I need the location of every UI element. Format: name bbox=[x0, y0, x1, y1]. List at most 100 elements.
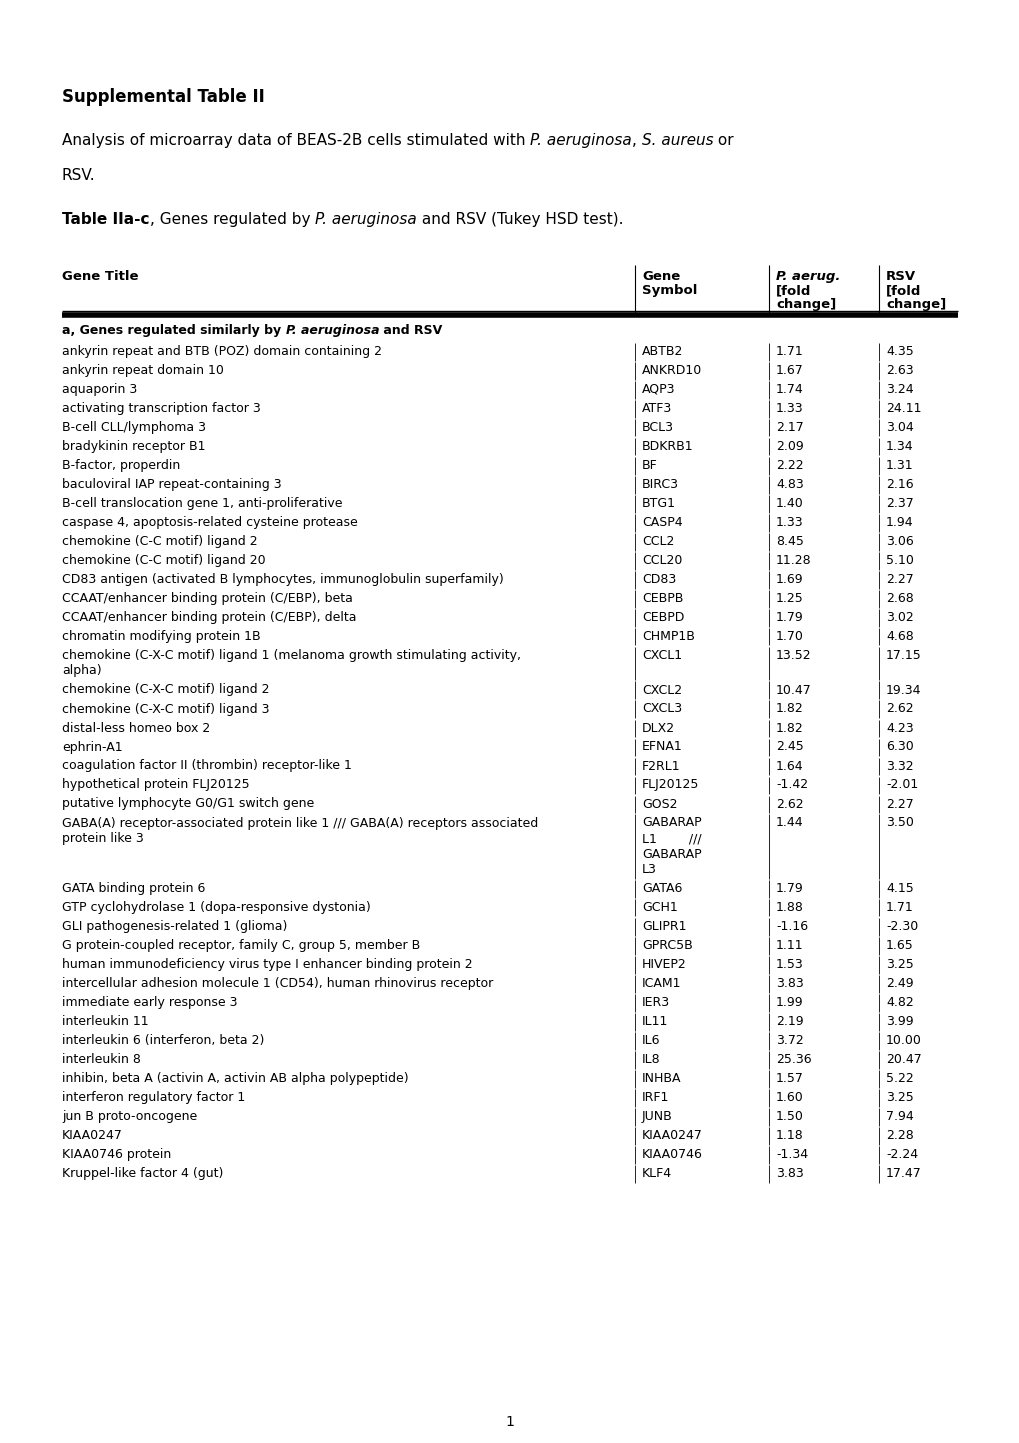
Text: 2.68: 2.68 bbox=[886, 592, 913, 605]
Text: 1.82: 1.82 bbox=[775, 703, 803, 716]
Text: 1.99: 1.99 bbox=[775, 996, 803, 1009]
Text: 4.35: 4.35 bbox=[886, 345, 913, 358]
Text: chemokine (C-X-C motif) ligand 1 (melanoma growth stimulating activity,: chemokine (C-X-C motif) ligand 1 (melano… bbox=[62, 649, 521, 662]
Text: GATA6: GATA6 bbox=[641, 882, 682, 895]
Text: 2.16: 2.16 bbox=[886, 478, 913, 491]
Text: 1.53: 1.53 bbox=[775, 958, 803, 971]
Text: interleukin 6 (interferon, beta 2): interleukin 6 (interferon, beta 2) bbox=[62, 1035, 264, 1048]
Text: distal-less homeo box 2: distal-less homeo box 2 bbox=[62, 722, 210, 734]
Text: Kruppel-like factor 4 (gut): Kruppel-like factor 4 (gut) bbox=[62, 1167, 223, 1180]
Text: 1.74: 1.74 bbox=[775, 382, 803, 395]
Text: coagulation factor II (thrombin) receptor-like 1: coagulation factor II (thrombin) recepto… bbox=[62, 759, 352, 772]
Text: Analysis of microarray data of BEAS-2B cells stimulated with: Analysis of microarray data of BEAS-2B c… bbox=[62, 133, 530, 149]
Text: RSV.: RSV. bbox=[62, 167, 96, 183]
Text: 3.50: 3.50 bbox=[886, 817, 913, 830]
Text: CEBPD: CEBPD bbox=[641, 610, 684, 623]
Text: ABTB2: ABTB2 bbox=[641, 345, 683, 358]
Text: 1.64: 1.64 bbox=[775, 759, 803, 772]
Text: hypothetical protein FLJ20125: hypothetical protein FLJ20125 bbox=[62, 779, 250, 792]
Text: B-factor, properdin: B-factor, properdin bbox=[62, 459, 180, 472]
Text: 1.94: 1.94 bbox=[886, 517, 913, 530]
Text: JUNB: JUNB bbox=[641, 1110, 673, 1123]
Text: -1.34: -1.34 bbox=[775, 1149, 807, 1162]
Text: 24.11: 24.11 bbox=[886, 403, 920, 416]
Text: 3.06: 3.06 bbox=[886, 535, 913, 548]
Text: 4.23: 4.23 bbox=[886, 722, 913, 734]
Text: RSV: RSV bbox=[886, 270, 915, 283]
Text: HIVEP2: HIVEP2 bbox=[641, 958, 686, 971]
Text: -2.01: -2.01 bbox=[886, 779, 917, 792]
Text: ANKRD10: ANKRD10 bbox=[641, 364, 701, 377]
Text: 1.70: 1.70 bbox=[775, 631, 803, 644]
Text: 5.10: 5.10 bbox=[886, 554, 913, 567]
Text: ATF3: ATF3 bbox=[641, 403, 672, 416]
Text: KIAA0247: KIAA0247 bbox=[641, 1128, 702, 1141]
Text: 3.25: 3.25 bbox=[886, 958, 913, 971]
Text: AQP3: AQP3 bbox=[641, 382, 675, 395]
Text: Table IIa-c: Table IIa-c bbox=[62, 212, 150, 227]
Text: CCL2: CCL2 bbox=[641, 535, 674, 548]
Text: 3.25: 3.25 bbox=[886, 1091, 913, 1104]
Text: ,: , bbox=[632, 133, 641, 149]
Text: 1.57: 1.57 bbox=[775, 1072, 803, 1085]
Text: 1.50: 1.50 bbox=[775, 1110, 803, 1123]
Text: L1        ///: L1 /// bbox=[641, 833, 701, 846]
Text: 3.24: 3.24 bbox=[886, 382, 913, 395]
Text: 2.62: 2.62 bbox=[886, 703, 913, 716]
Text: alpha): alpha) bbox=[62, 664, 102, 678]
Text: F2RL1: F2RL1 bbox=[641, 759, 680, 772]
Text: caspase 4, apoptosis-related cysteine protease: caspase 4, apoptosis-related cysteine pr… bbox=[62, 517, 358, 530]
Text: a, Genes regulated similarly by: a, Genes regulated similarly by bbox=[62, 325, 285, 338]
Text: or: or bbox=[713, 133, 734, 149]
Text: chemokine (C-C motif) ligand 2: chemokine (C-C motif) ligand 2 bbox=[62, 535, 258, 548]
Text: 17.15: 17.15 bbox=[886, 649, 921, 662]
Text: B-cell translocation gene 1, anti-proliferative: B-cell translocation gene 1, anti-prolif… bbox=[62, 496, 342, 509]
Text: GCH1: GCH1 bbox=[641, 900, 677, 913]
Text: P. aeruginosa: P. aeruginosa bbox=[315, 212, 416, 227]
Text: 4.82: 4.82 bbox=[886, 996, 913, 1009]
Text: BF: BF bbox=[641, 459, 657, 472]
Text: IRF1: IRF1 bbox=[641, 1091, 668, 1104]
Text: Symbol: Symbol bbox=[641, 284, 697, 297]
Text: P. aerug.: P. aerug. bbox=[775, 270, 840, 283]
Text: IER3: IER3 bbox=[641, 996, 669, 1009]
Text: GABA(A) receptor-associated protein like 1 /// GABA(A) receptors associated: GABA(A) receptor-associated protein like… bbox=[62, 817, 538, 830]
Text: 20.47: 20.47 bbox=[886, 1053, 921, 1066]
Text: 2.09: 2.09 bbox=[775, 440, 803, 453]
Text: 2.45: 2.45 bbox=[775, 740, 803, 753]
Text: -1.16: -1.16 bbox=[775, 921, 807, 934]
Text: BIRC3: BIRC3 bbox=[641, 478, 679, 491]
Text: 8.45: 8.45 bbox=[775, 535, 803, 548]
Text: IL6: IL6 bbox=[641, 1035, 660, 1048]
Text: activating transcription factor 3: activating transcription factor 3 bbox=[62, 403, 261, 416]
Text: inhibin, beta A (activin A, activin AB alpha polypeptide): inhibin, beta A (activin A, activin AB a… bbox=[62, 1072, 409, 1085]
Text: 1.31: 1.31 bbox=[886, 459, 913, 472]
Text: 1.71: 1.71 bbox=[775, 345, 803, 358]
Text: P. aeruginosa: P. aeruginosa bbox=[285, 325, 379, 338]
Text: 3.99: 3.99 bbox=[886, 1014, 913, 1027]
Text: GATA binding protein 6: GATA binding protein 6 bbox=[62, 882, 205, 895]
Text: [fold: [fold bbox=[775, 284, 810, 297]
Text: EFNA1: EFNA1 bbox=[641, 740, 682, 753]
Text: 1.25: 1.25 bbox=[775, 592, 803, 605]
Text: 11.28: 11.28 bbox=[775, 554, 811, 567]
Text: CXCL3: CXCL3 bbox=[641, 703, 682, 716]
Text: 1.67: 1.67 bbox=[775, 364, 803, 377]
Text: 1.79: 1.79 bbox=[775, 882, 803, 895]
Text: 3.72: 3.72 bbox=[775, 1035, 803, 1048]
Text: and RSV (Tukey HSD test).: and RSV (Tukey HSD test). bbox=[416, 212, 623, 227]
Text: 4.68: 4.68 bbox=[886, 631, 913, 644]
Text: protein like 3: protein like 3 bbox=[62, 833, 144, 846]
Text: CCL20: CCL20 bbox=[641, 554, 682, 567]
Text: 10.00: 10.00 bbox=[886, 1035, 921, 1048]
Text: aquaporin 3: aquaporin 3 bbox=[62, 382, 138, 395]
Text: BTG1: BTG1 bbox=[641, 496, 676, 509]
Text: ankyrin repeat and BTB (POZ) domain containing 2: ankyrin repeat and BTB (POZ) domain cont… bbox=[62, 345, 382, 358]
Text: 1.69: 1.69 bbox=[775, 573, 803, 586]
Text: GABARAP: GABARAP bbox=[641, 847, 701, 860]
Text: 13.52: 13.52 bbox=[775, 649, 811, 662]
Text: BDKRB1: BDKRB1 bbox=[641, 440, 693, 453]
Text: 6.30: 6.30 bbox=[886, 740, 913, 753]
Text: 1.18: 1.18 bbox=[775, 1128, 803, 1141]
Text: GABARAP: GABARAP bbox=[641, 817, 701, 830]
